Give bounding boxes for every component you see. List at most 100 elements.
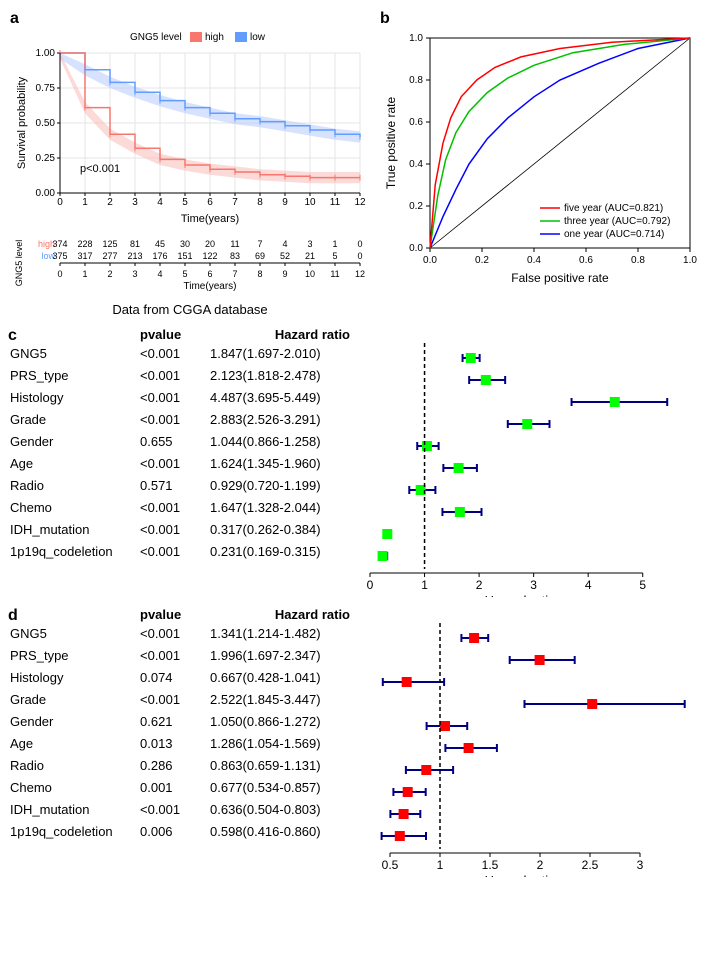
pvalue: 0.006: [140, 824, 210, 839]
var-name: Histology: [10, 390, 140, 405]
svg-text:True positive rate: True positive rate: [384, 97, 398, 190]
svg-text:0.6: 0.6: [579, 255, 593, 266]
svg-text:Time(years): Time(years): [184, 281, 237, 292]
forest-row: Histology<0.0014.487(3.695-5.449): [10, 386, 350, 408]
svg-text:0.00: 0.00: [36, 188, 56, 199]
svg-text:0.0: 0.0: [423, 255, 437, 266]
svg-text:5: 5: [332, 251, 337, 261]
svg-text:4: 4: [282, 239, 287, 249]
hr-text: 1.050(0.866-1.272): [210, 714, 350, 729]
pvalue: 0.074: [140, 670, 210, 685]
svg-text:1: 1: [332, 239, 337, 249]
svg-text:213: 213: [127, 251, 142, 261]
pvalue: <0.001: [140, 802, 210, 817]
svg-text:2: 2: [476, 578, 483, 592]
svg-text:69: 69: [255, 251, 265, 261]
forest-row: GNG5<0.0011.341(1.214-1.482): [10, 622, 350, 644]
svg-text:0.0: 0.0: [409, 243, 423, 254]
pvalue: <0.001: [140, 456, 210, 471]
svg-text:three year (AUC=0.792): three year (AUC=0.792): [564, 216, 670, 227]
svg-text:five year (AUC=0.821): five year (AUC=0.821): [564, 203, 663, 214]
svg-text:0.8: 0.8: [631, 255, 645, 266]
forest-row: PRS_type<0.0012.123(1.818-2.478): [10, 364, 350, 386]
svg-text:p<0.001: p<0.001: [80, 163, 120, 175]
svg-text:1: 1: [421, 578, 428, 592]
panel-d-label: d: [8, 607, 18, 625]
svg-text:8: 8: [257, 197, 263, 208]
svg-text:277: 277: [102, 251, 117, 261]
svg-text:11: 11: [230, 239, 239, 249]
risk-table: GNG5 levelhighlow37437502283171125277281…: [10, 233, 370, 293]
svg-text:2: 2: [107, 197, 113, 208]
svg-text:0: 0: [357, 251, 362, 261]
hr-text: 1.341(1.214-1.482): [210, 626, 350, 641]
forest-row: 1p19q_codeletion<0.0010.231(0.169-0.315): [10, 540, 350, 562]
forest-row: Grade<0.0012.883(2.526-3.291): [10, 408, 350, 430]
svg-text:9: 9: [282, 269, 287, 279]
svg-text:1: 1: [82, 197, 88, 208]
svg-text:1.00: 1.00: [36, 48, 56, 59]
svg-text:0.4: 0.4: [409, 159, 423, 170]
var-name: Gender: [10, 434, 140, 449]
hr-text: 0.667(0.428-1.041): [210, 670, 350, 685]
hr-text: 2.883(2.526-3.291): [210, 412, 350, 427]
svg-text:2: 2: [107, 269, 112, 279]
svg-text:Hazard ratio: Hazard ratio: [485, 873, 556, 877]
forest-row: Chemo<0.0011.647(1.328-2.044): [10, 496, 350, 518]
svg-text:5: 5: [182, 269, 187, 279]
svg-text:6: 6: [207, 269, 212, 279]
forest-c-plot: 012345Hazard ratio: [350, 327, 690, 597]
roc-chart: 0.00.00.20.20.40.40.60.60.80.81.01.0Fals…: [380, 28, 700, 288]
hr-text: 4.487(3.695-5.449): [210, 390, 350, 405]
svg-text:12: 12: [354, 197, 366, 208]
svg-text:228: 228: [77, 239, 92, 249]
forest-row: IDH_mutation<0.0010.636(0.504-0.803): [10, 798, 350, 820]
pvalue: 0.001: [140, 780, 210, 795]
hr-text: 0.317(0.262-0.384): [210, 522, 350, 537]
svg-text:10: 10: [304, 197, 316, 208]
svg-text:GNG5 level: GNG5 level: [130, 32, 182, 43]
svg-text:0.6: 0.6: [409, 117, 423, 128]
var-name: Age: [10, 736, 140, 751]
forest-row: Grade<0.0012.522(1.845-3.447): [10, 688, 350, 710]
forest-row: 1p19q_codeletion0.0060.598(0.416-0.860): [10, 820, 350, 842]
svg-text:0.2: 0.2: [475, 255, 489, 266]
pvalue: <0.001: [140, 368, 210, 383]
panel-b: b 0.00.00.20.20.40.40.60.60.80.81.01.0Fa…: [380, 10, 700, 317]
hr-header: Hazard ratio: [210, 607, 350, 622]
pvalue: <0.001: [140, 346, 210, 361]
svg-text:3: 3: [637, 858, 644, 872]
var-name: Radio: [10, 758, 140, 773]
var-name: 1p19q_codeletion: [10, 824, 140, 839]
pvalue: <0.001: [140, 626, 210, 641]
var-name: IDH_mutation: [10, 522, 140, 537]
svg-text:high: high: [205, 32, 224, 43]
panel-d-header: pvalue Hazard ratio: [10, 607, 350, 622]
svg-text:False positive rate: False positive rate: [511, 271, 609, 285]
forest-row: Chemo0.0010.677(0.534-0.857): [10, 776, 350, 798]
pvalue: <0.001: [140, 522, 210, 537]
var-name: Grade: [10, 692, 140, 707]
svg-text:4: 4: [157, 269, 162, 279]
var-name: GNG5: [10, 626, 140, 641]
hr-text: 1.996(1.697-2.347): [210, 648, 350, 663]
svg-text:2: 2: [537, 858, 544, 872]
top-row: a GNG5 levelhighlow0.000.250.500.751.000…: [10, 10, 698, 317]
var-name: 1p19q_codeletion: [10, 544, 140, 559]
hr-text: 1.044(0.866-1.258): [210, 434, 350, 449]
pvalue: <0.001: [140, 500, 210, 515]
pvalue: <0.001: [140, 412, 210, 427]
svg-text:12: 12: [355, 269, 365, 279]
panel-c: c pvalue Hazard ratio GNG5<0.0011.847(1.…: [10, 327, 698, 597]
forest-row: GNG5<0.0011.847(1.697-2.010): [10, 342, 350, 364]
var-name: PRS_type: [10, 648, 140, 663]
panel-c-label: c: [8, 327, 17, 345]
svg-text:one year (AUC=0.714): one year (AUC=0.714): [564, 229, 664, 240]
svg-text:10: 10: [305, 269, 315, 279]
svg-text:Time(years): Time(years): [181, 213, 239, 225]
svg-text:3: 3: [132, 197, 138, 208]
pvalue: <0.001: [140, 390, 210, 405]
svg-text:317: 317: [77, 251, 92, 261]
svg-text:7: 7: [257, 239, 262, 249]
svg-text:21: 21: [305, 251, 315, 261]
